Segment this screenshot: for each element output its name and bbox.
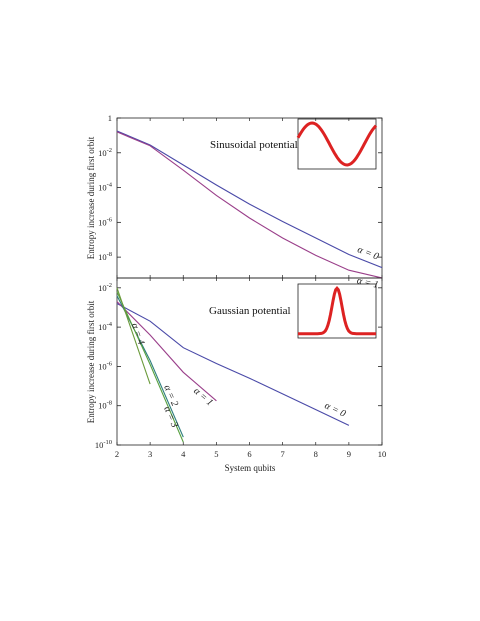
bottom-series-label-1: α = 1 <box>191 386 215 409</box>
bottom-y-axis-title: Entropy increase during first orbit <box>86 300 96 423</box>
top-series-line-0 <box>116 130 383 269</box>
top-ytick-label: 10-4 <box>98 182 113 193</box>
top-ytick-label: 10-6 <box>98 216 113 227</box>
bottom-inset <box>297 283 377 339</box>
bottom-inset-label: Gaussian potential <box>209 305 291 317</box>
bottom-ytick-label: 10-10 <box>95 439 112 450</box>
xtick-label: 9 <box>347 449 351 459</box>
gaussian-panel: 10-2 10-4 10-6 10-8 10-10 2 3 4 5 6 7 8 9 10 Entropy… <box>86 277 386 473</box>
bottom-ytick-label: 10-6 <box>98 360 113 371</box>
bottom-series-line-0 <box>116 303 350 426</box>
top-y-axis-title: Entropy increase during first orbit <box>86 136 96 259</box>
xtick-label: 5 <box>214 449 218 459</box>
bottom-ytick-label: 10-8 <box>98 400 112 411</box>
bottom-series-line-1 <box>116 301 217 402</box>
gaussian-potential-curve <box>298 286 376 336</box>
top-inset-frame <box>297 118 377 170</box>
bottom-series-label-3: α = 3 <box>161 405 180 430</box>
sinusoidal-panel: 1 10-2 10-4 10-6 10-8 Entropy increase durin… <box>86 113 383 291</box>
top-y-ticks: 1 10-2 10-4 10-6 10-8 <box>98 113 383 278</box>
top-inset <box>296 118 378 170</box>
xtick-label: 6 <box>247 449 251 459</box>
bottom-x-ticks: 2 3 4 5 6 7 8 9 10 <box>115 449 386 459</box>
bottom-series-label-4: α = 4 <box>129 322 147 346</box>
xtick-label: 3 <box>148 449 152 459</box>
bottom-series-line-3 <box>116 291 184 443</box>
top-series-label-0: α = 0 <box>356 244 381 262</box>
top-ytick-label: 10-2 <box>98 147 112 158</box>
top-inset-label: Sinusoidal potential <box>210 139 298 151</box>
top-ytick-label: 1 <box>108 113 112 123</box>
xtick-label: 4 <box>181 449 186 459</box>
top-series: α = 0 α = 1 <box>116 130 383 291</box>
bottom-series-line-4 <box>116 287 151 385</box>
sinusoidal-potential-curve <box>296 121 378 167</box>
x-axis-title: System qubits <box>225 463 276 473</box>
top-series-label-1: α = 1 <box>356 275 380 291</box>
bottom-ytick-label: 10-2 <box>98 282 112 293</box>
top-ytick-label: 10-8 <box>98 251 112 262</box>
xtick-label: 2 <box>115 449 119 459</box>
bottom-inset-frame <box>297 283 377 339</box>
xtick-label: 10 <box>378 449 387 459</box>
bottom-series-label-0: α = 0 <box>323 400 348 419</box>
bottom-y-ticks: 10-2 10-4 10-6 10-8 10-10 <box>95 278 383 450</box>
bottom-ytick-label: 10-4 <box>98 321 113 332</box>
xtick-label: 7 <box>281 449 285 459</box>
xtick-label: 8 <box>314 449 318 459</box>
top-series-line-1 <box>116 131 383 279</box>
